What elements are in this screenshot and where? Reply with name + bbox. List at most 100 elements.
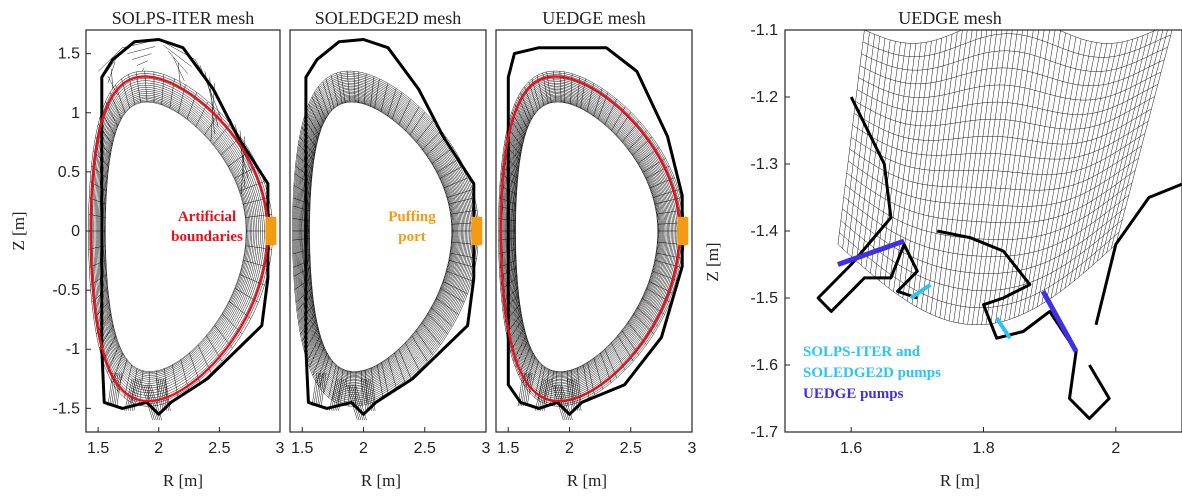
flux-surface — [849, 145, 1142, 191]
divertor-leg — [555, 384, 568, 421]
divertor-wall-right — [936, 229, 1111, 421]
pumps-label-line2: SOLEDGE2D pumps — [803, 365, 941, 381]
pumps-label-line3: UEDGE pumps — [803, 386, 904, 402]
divertor-leg — [143, 384, 155, 421]
x-axis-label-soledge: R [m] — [361, 471, 401, 490]
divertor-leg — [364, 378, 370, 411]
divertor-leg — [330, 378, 339, 411]
uedge-zoom-mesh — [816, 30, 1182, 421]
mesh-spoke — [308, 104, 322, 129]
divertor-leg — [107, 372, 113, 407]
puffing-port — [677, 216, 689, 246]
mesh-spoke — [340, 71, 346, 103]
mesh-spoke — [422, 130, 442, 151]
uedge-pump-left — [837, 238, 905, 267]
y-tick-label: -1.6 — [750, 357, 778, 374]
puffing-port-label-line2: port — [398, 229, 426, 245]
mesh-spoke — [318, 86, 329, 115]
y-tick-label: -1.1 — [750, 22, 778, 39]
mesh-spoke — [364, 73, 367, 105]
mesh-spoke — [426, 136, 447, 156]
y-tick-label: -1.5 — [750, 290, 778, 307]
divertor-leg — [527, 372, 533, 407]
divertor-leg — [114, 372, 121, 407]
flux-surface — [856, 84, 1159, 115]
mesh-spoke — [448, 197, 475, 205]
mesh-spoke — [300, 313, 316, 335]
mesh-spoke — [430, 307, 453, 327]
flux-surface — [507, 87, 671, 388]
mesh-spoke — [336, 72, 343, 104]
mesh-spoke — [343, 370, 348, 406]
vessel-wall — [506, 46, 684, 416]
solps-soledge-pump-right — [995, 317, 1012, 340]
divertor-leg — [328, 378, 337, 411]
flux-surface — [837, 244, 1116, 326]
x-tick-label: 1.5 — [291, 440, 313, 457]
mesh-spoke — [370, 367, 376, 402]
divertor-leg — [321, 372, 327, 407]
mesh-spoke — [306, 335, 321, 362]
divertor-leg — [116, 372, 122, 407]
mesh-spoke — [294, 173, 312, 185]
mesh-spoke — [415, 120, 434, 143]
y-tick-label: -1 — [66, 341, 80, 358]
divertor-leg — [313, 372, 320, 407]
triangle-edge — [163, 45, 192, 67]
x-tick-label: 2 — [1111, 440, 1120, 457]
mesh-spoke — [311, 96, 324, 123]
divertor-leg — [156, 378, 162, 411]
x-tick-label: 2.5 — [414, 440, 436, 457]
triangle-edge — [168, 51, 189, 74]
divertor-leg — [113, 372, 119, 407]
triangle-edge — [177, 63, 181, 88]
axes-frame-uedge — [495, 29, 693, 433]
mesh-spoke — [301, 319, 317, 342]
divertor-leg — [317, 372, 323, 407]
mesh-spoke — [405, 342, 420, 371]
mesh-spoke — [837, 30, 865, 245]
mesh-spoke — [365, 369, 368, 405]
y-tick-label: -1.5 — [52, 400, 80, 417]
divertor-leg — [568, 378, 575, 411]
divertor-leg — [540, 378, 549, 411]
mesh-spoke — [415, 330, 433, 356]
uedge-mesh — [498, 46, 689, 421]
mesh-spoke — [354, 371, 357, 407]
x-axis-label-solps: R [m] — [163, 471, 203, 490]
outer-wall — [1094, 182, 1182, 326]
mesh-spoke — [411, 335, 428, 362]
flux-surface — [305, 94, 459, 380]
mesh-spoke — [325, 78, 335, 109]
mesh-spoke — [421, 322, 441, 345]
mesh-spoke — [322, 81, 332, 111]
mesh-spoke — [370, 76, 375, 107]
divertor-leg — [315, 372, 321, 407]
mesh-spoke — [301, 126, 317, 148]
panel-title-uedge: UEDGE mesh — [542, 8, 645, 28]
divertor-leg — [319, 372, 325, 407]
divertor-leg — [159, 378, 166, 411]
mesh-spoke — [305, 112, 320, 136]
mesh-spoke — [380, 83, 388, 112]
flux-surface — [862, 33, 1171, 58]
flux-surface — [848, 158, 1139, 207]
triangle-edge — [127, 46, 156, 54]
divertor-leg — [126, 378, 135, 411]
divertor-leg — [351, 384, 364, 421]
panel-title-soledge: SOLEDGE2D mesh — [315, 8, 462, 28]
mesh-spoke — [427, 313, 448, 335]
mesh-spoke — [314, 92, 326, 120]
divertor-leg — [362, 378, 369, 411]
mesh-spoke — [294, 277, 312, 290]
axes-frame-soledge — [289, 29, 487, 433]
mesh-spoke — [398, 99, 411, 125]
mesh-spoke — [374, 78, 380, 109]
flux-surface — [845, 182, 1133, 240]
pumps-label-line1: SOLPS-ITER and — [803, 344, 921, 360]
flux-surface — [843, 194, 1129, 257]
uedge-pump-right — [1040, 290, 1079, 353]
triangle-edge — [141, 67, 145, 72]
flux-surface — [504, 82, 675, 393]
x-tick-label: 1.6 — [840, 440, 862, 457]
